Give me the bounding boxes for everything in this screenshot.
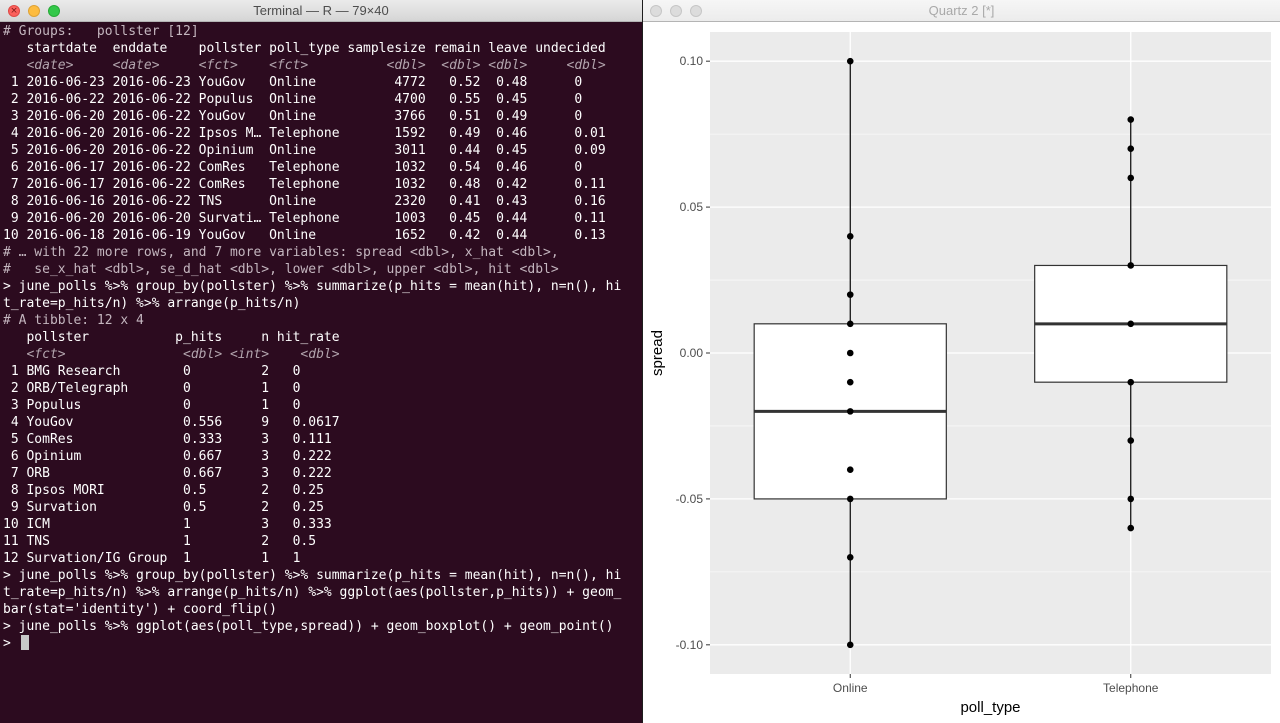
output-line: 4 YouGov 0.556 9 0.0617	[3, 415, 340, 430]
data-point	[846, 378, 854, 386]
data-point	[846, 291, 854, 298]
terminal-titlebar[interactable]: × Terminal — R — 79×40	[0, 0, 642, 22]
data-point	[846, 495, 854, 503]
output-line: 12 Survation/IG Group 1 1 1	[3, 551, 301, 566]
output-line: 5 ComRes 0.333 3 0.111	[3, 432, 332, 447]
command-line: t_rate=p_hits/n) %>% arrange(p_hits/n)	[3, 296, 301, 311]
command-line: > june_polls %>% ggplot(aes(poll_type,sp…	[3, 619, 622, 634]
output-line: 8 2016-06-16 2016-06-22 TNS Online 2320 …	[3, 194, 606, 209]
data-point	[1127, 262, 1135, 269]
data-point	[1127, 145, 1135, 153]
command-line: >	[3, 635, 642, 652]
data-point	[846, 320, 854, 328]
output-line: 2 ORB/Telegraph 0 1 0	[3, 381, 301, 396]
output-line: pollster p_hits n hit_rate	[3, 330, 340, 345]
output-line: 4 2016-06-20 2016-06-22 Ipsos M… Telepho…	[3, 126, 606, 141]
data-point	[846, 57, 854, 65]
output-line: 2 2016-06-22 2016-06-22 Populus Online 4…	[3, 92, 583, 107]
zoom-window-button[interactable]	[48, 5, 60, 17]
y-tick-label: -0.10	[676, 638, 704, 652]
data-point	[846, 232, 854, 240]
data-point	[846, 349, 854, 357]
zoom-window-button[interactable]	[690, 5, 702, 17]
y-tick-label: -0.05	[676, 492, 704, 506]
terminal-console[interactable]: # Groups: pollster [12] startdate enddat…	[3, 23, 642, 723]
output-line: 11 TNS 1 2 0.5	[3, 534, 317, 549]
boxplot-chart: -0.10 -0.05 0.00 0.05 0.10 Online Telephone pol…	[649, 32, 1271, 716]
output-line: 7 2016-06-17 2016-06-22 ComRes Telephone…	[3, 177, 606, 192]
output-line: 1 2016-06-23 2016-06-23 YouGov Online 47…	[3, 75, 583, 90]
text-cursor	[20, 635, 29, 650]
output-line: 1 BMG Research 0 2 0	[3, 364, 301, 379]
quartz-titlebar[interactable]: Quartz 2 [*]	[643, 0, 1280, 22]
data-point	[1127, 437, 1135, 444]
y-tick-label: 0.00	[680, 346, 704, 360]
output-line: 10 ICM 1 3 0.333	[3, 517, 332, 532]
close-window-button[interactable]: ×	[8, 5, 20, 17]
close-window-button[interactable]	[650, 5, 662, 17]
output-line: startdate enddate pollster poll_type sam…	[3, 41, 606, 56]
output-line: <fct> <dbl> <int> <dbl>	[3, 347, 340, 362]
command-line: > june_polls %>% group_by(pollster) %>% …	[3, 568, 622, 583]
data-point	[1127, 378, 1135, 386]
x-axis-title: poll_type	[960, 699, 1020, 716]
terminal-title: Terminal — R — 79×40	[253, 3, 389, 18]
y-tick-label: 0.05	[680, 200, 704, 214]
y-axis-title: spread	[649, 330, 666, 376]
output-line: 7 ORB 0.667 3 0.222	[3, 466, 332, 481]
output-line: <date> <date> <fct> <fct> <dbl> <dbl> <d…	[3, 58, 606, 73]
output-line: 6 Opinium 0.667 3 0.222	[3, 449, 332, 464]
command-line: t_rate=p_hits/n) %>% arrange(p_hits/n) %…	[3, 585, 622, 600]
data-point	[846, 466, 854, 474]
data-point	[846, 408, 854, 415]
output-line: 9 2016-06-20 2016-06-20 Survati… Telepho…	[3, 211, 606, 226]
x-tick-label: Online	[833, 681, 868, 695]
output-line: 9 Survation 0.5 2 0.25	[3, 500, 324, 515]
command-line: > june_polls %>% group_by(pollster) %>% …	[3, 279, 622, 294]
output-line: 3 2016-06-20 2016-06-22 YouGov Online 37…	[3, 109, 583, 124]
output-line: 3 Populus 0 1 0	[3, 398, 301, 413]
output-line: 6 2016-06-17 2016-06-22 ComRes Telephone…	[3, 160, 583, 175]
y-tick-label: 0.10	[680, 54, 704, 68]
output-line: 8 Ipsos MORI 0.5 2 0.25	[3, 483, 324, 498]
data-point	[1127, 116, 1135, 123]
x-tick-label: Telephone	[1103, 681, 1159, 695]
minimize-window-button[interactable]	[28, 5, 40, 17]
data-point	[1127, 320, 1135, 328]
output-line: # se_x_hat <dbl>, se_d_hat <dbl>, lower …	[3, 262, 559, 277]
quartz-window[interactable]: Quartz 2 [*] -0.10 -0.05 0.00 0.05 0.10 Onlin…	[643, 0, 1280, 723]
output-line: # Groups: pollster [12]	[3, 24, 199, 39]
terminal-window[interactable]: × Terminal — R — 79×40 # Groups: pollste…	[0, 0, 642, 723]
output-line: # … with 22 more rows, and 7 more variab…	[3, 245, 559, 260]
quartz-title: Quartz 2 [*]	[928, 3, 995, 18]
command-line: bar(stat='identity') + coord_flip()	[3, 602, 277, 617]
output-line: 5 2016-06-20 2016-06-22 Opinium Online 3…	[3, 143, 606, 158]
data-point	[1127, 174, 1135, 182]
data-point	[1127, 524, 1135, 532]
minimize-window-button[interactable]	[670, 5, 682, 17]
data-point	[1127, 495, 1135, 503]
output-line: 10 2016-06-18 2016-06-19 YouGov Online 1…	[3, 228, 606, 243]
close-icon: ×	[10, 6, 18, 16]
data-point	[846, 641, 854, 649]
data-point	[846, 553, 854, 561]
output-line: # A tibble: 12 x 4	[3, 313, 144, 328]
